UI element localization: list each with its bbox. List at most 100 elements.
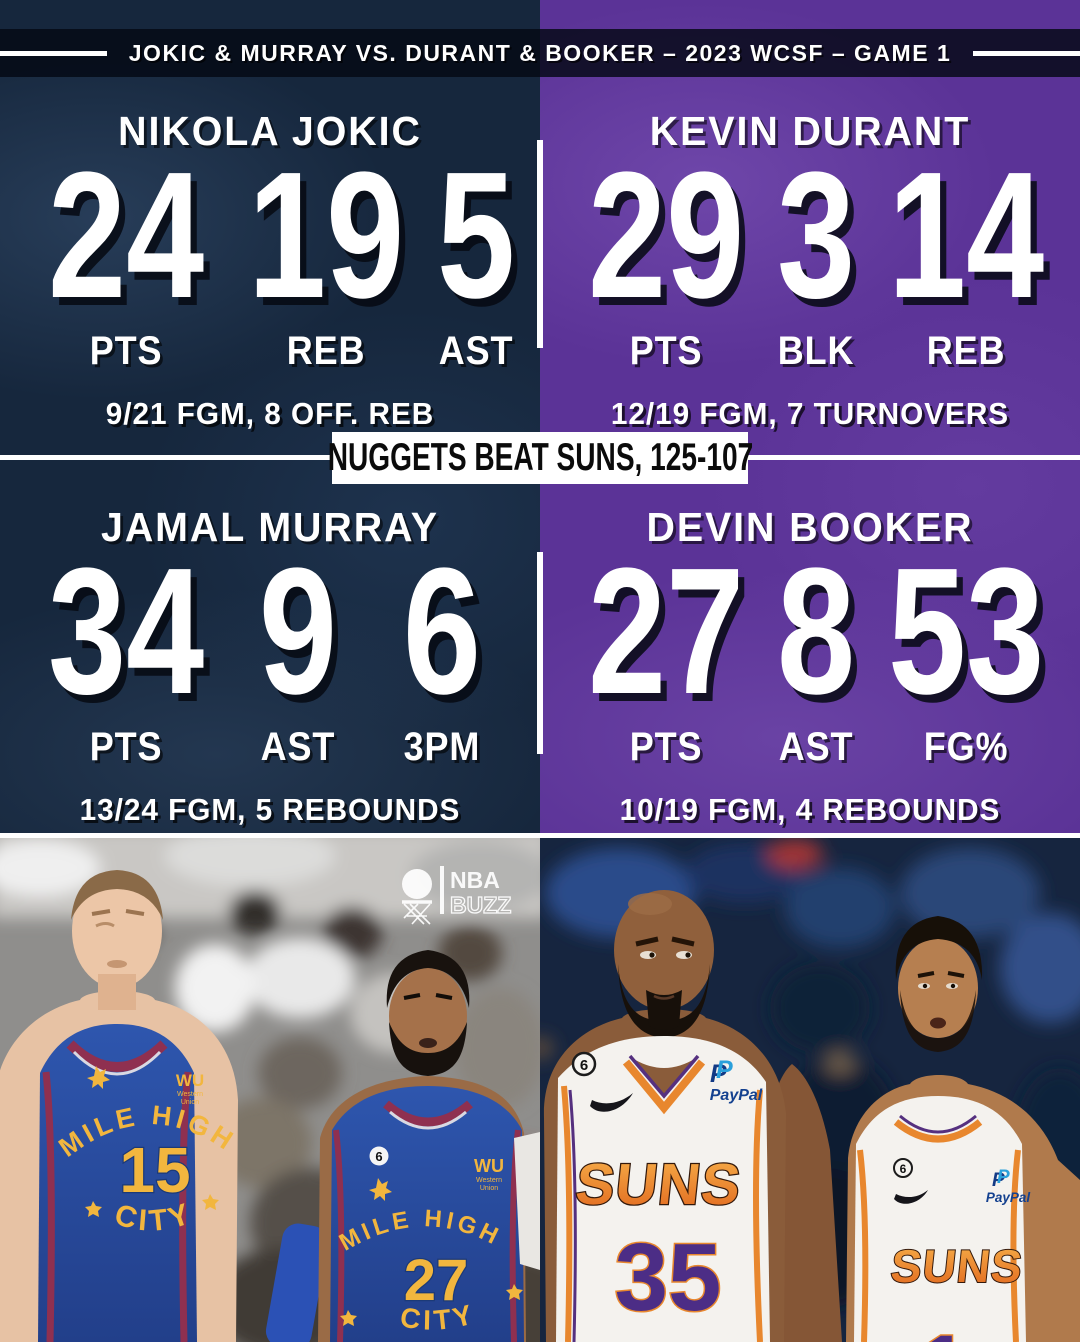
stat-value: 9 [259,531,338,732]
stat-col: 8 AST [766,531,866,770]
booker-beard [900,990,976,1052]
sponsor-patch-initials: WU [474,1156,504,1176]
stat-value: 53 [888,531,1045,732]
suns-wordmark: SUNS [573,1152,745,1217]
booker-head [898,938,978,1038]
vertical-divider-top [537,140,543,348]
paypal-wordmark: PayPal [986,1190,1031,1205]
suns-background [540,0,1080,838]
stat-col: 14 REB [866,135,1066,374]
photo-right-suns: 6 P P PayPal SUNS 35 [540,838,1080,1342]
score-banner-text: NUGGETS BEAT SUNS, 125-107 [327,436,753,479]
stat-label: BLK [777,329,855,373]
stat-label: PTS [89,329,163,373]
stat-row: 27 PTS 8 AST 53 FG% [540,531,1080,770]
paypal-mark-back: P [992,1170,1005,1191]
stat-label: REB [927,329,1006,373]
adjacent-white-fabric [514,1132,540,1270]
horizontal-divider-photos [0,833,1080,838]
jumpman-logo [87,1066,110,1089]
header-banner: JOKIC & MURRAY VS. DURANT & BOOKER – 202… [0,29,1080,77]
player-name: NIKOLA JOKIC [118,108,422,154]
nuggets-background [0,0,540,838]
commemorative-patch [893,1158,913,1178]
stat-col: 6 3PM [370,531,514,770]
booker-jersey-number: 1 [921,1318,968,1342]
panel-durant: KEVIN DURANT 29 PTS 3 BLK 14 REB 12/19 F… [540,96,1080,436]
murray-jersey-number: 27 [404,1248,469,1313]
durant-beard [618,964,710,1038]
stat-col: 3 BLK [766,135,866,374]
watermark-line1: NBA [450,867,500,893]
photo-left-nuggets: WU Western Union MILE HIGH 15 CITY [0,838,540,1342]
sponsor-patch-word2: Union [181,1099,199,1106]
stat-footnote: 9/21 FGM, 8 OFF. REB [105,396,435,431]
stat-col: 53 FG% [866,531,1066,770]
murray-figure: 6 WU Western Union MILE HIGH 27 CITY [265,950,540,1342]
stat-value: 19 [248,135,405,336]
net-icon [403,903,431,925]
paypal-mark-back: P [710,1060,727,1088]
stat-value: 14 [888,135,1045,336]
patch-number: 6 [580,1057,588,1074]
stat-label: 3PM [403,725,481,769]
durant-jersey [556,1036,770,1342]
stat-row: 24 PTS 19 REB 5 AST [0,135,540,374]
jokic-head [72,874,162,988]
murray-hair [386,950,470,1008]
sponsor-patch-word1: Western [476,1177,502,1184]
stat-value: 3 [777,135,856,336]
stat-col: 29 PTS [566,135,766,374]
panel-murray: JAMAL MURRAY 34 PTS 9 AST 6 3PM 13/24 FG… [0,492,540,832]
stat-label: PTS [89,725,163,769]
durant-head [614,890,714,1010]
stat-footnote: 10/19 FGM, 4 REBOUNDS [619,792,1001,827]
booker-jersey [854,1096,1026,1342]
stat-value: 29 [588,135,745,336]
jumpman-logo [369,1178,392,1201]
stat-value: 24 [48,135,205,336]
booker-hair [895,916,983,980]
stat-col: 24 PTS [26,135,226,374]
stat-label: FG% [924,725,1009,769]
paypal-wordmark: PayPal [710,1087,763,1104]
patch-number: 6 [900,1162,907,1176]
commemorative-patch [369,1146,389,1166]
sponsor-patch-initials: WU [176,1071,204,1090]
panel-booker: DEVIN BOOKER 27 PTS 8 AST 53 FG% 10/19 F… [540,492,1080,832]
suns-wordmark: SUNS [888,1240,1025,1292]
watermark-line2: BUZZ [450,892,511,918]
stat-label: PTS [629,725,703,769]
jokic-hair [71,870,163,920]
stat-col: 19 REB [226,135,426,374]
stat-label: AST [260,725,336,769]
player-name: JAMAL MURRAY [101,504,439,550]
durant-jersey-number: 35 [615,1224,722,1331]
stat-label: PTS [629,329,703,373]
player-name: DEVIN BOOKER [646,504,974,550]
commemorative-patch [571,1051,597,1077]
basketball-icon [402,869,432,899]
jokic-figure: WU Western Union MILE HIGH 15 CITY [0,870,238,1342]
photos-section: WU Western Union MILE HIGH 15 CITY [0,838,1080,1342]
patch-number: 6 [375,1149,382,1164]
stat-value: 27 [588,531,745,732]
murray-arm-sleeve [265,1223,328,1342]
stat-label: AST [778,725,854,769]
stat-row: 29 PTS 3 BLK 14 REB [540,135,1080,374]
paypal-mark-front: P [716,1056,733,1084]
stat-label: REB [286,329,366,373]
stat-value: 6 [403,531,482,732]
stat-col: 34 PTS [26,542,226,770]
nike-swoosh-icon [590,1093,633,1112]
jokic-jersey [38,1024,197,1342]
stat-label: AST [439,329,514,373]
stat-col: 5 AST [426,146,526,374]
stat-value: 8 [777,531,856,732]
sponsor-patch-word2: Union [480,1185,498,1192]
player-name: KEVIN DURANT [649,108,971,154]
sponsor-patch-word1: Western [177,1091,203,1098]
header-line-right [973,50,1080,56]
header-line-left [0,50,107,56]
